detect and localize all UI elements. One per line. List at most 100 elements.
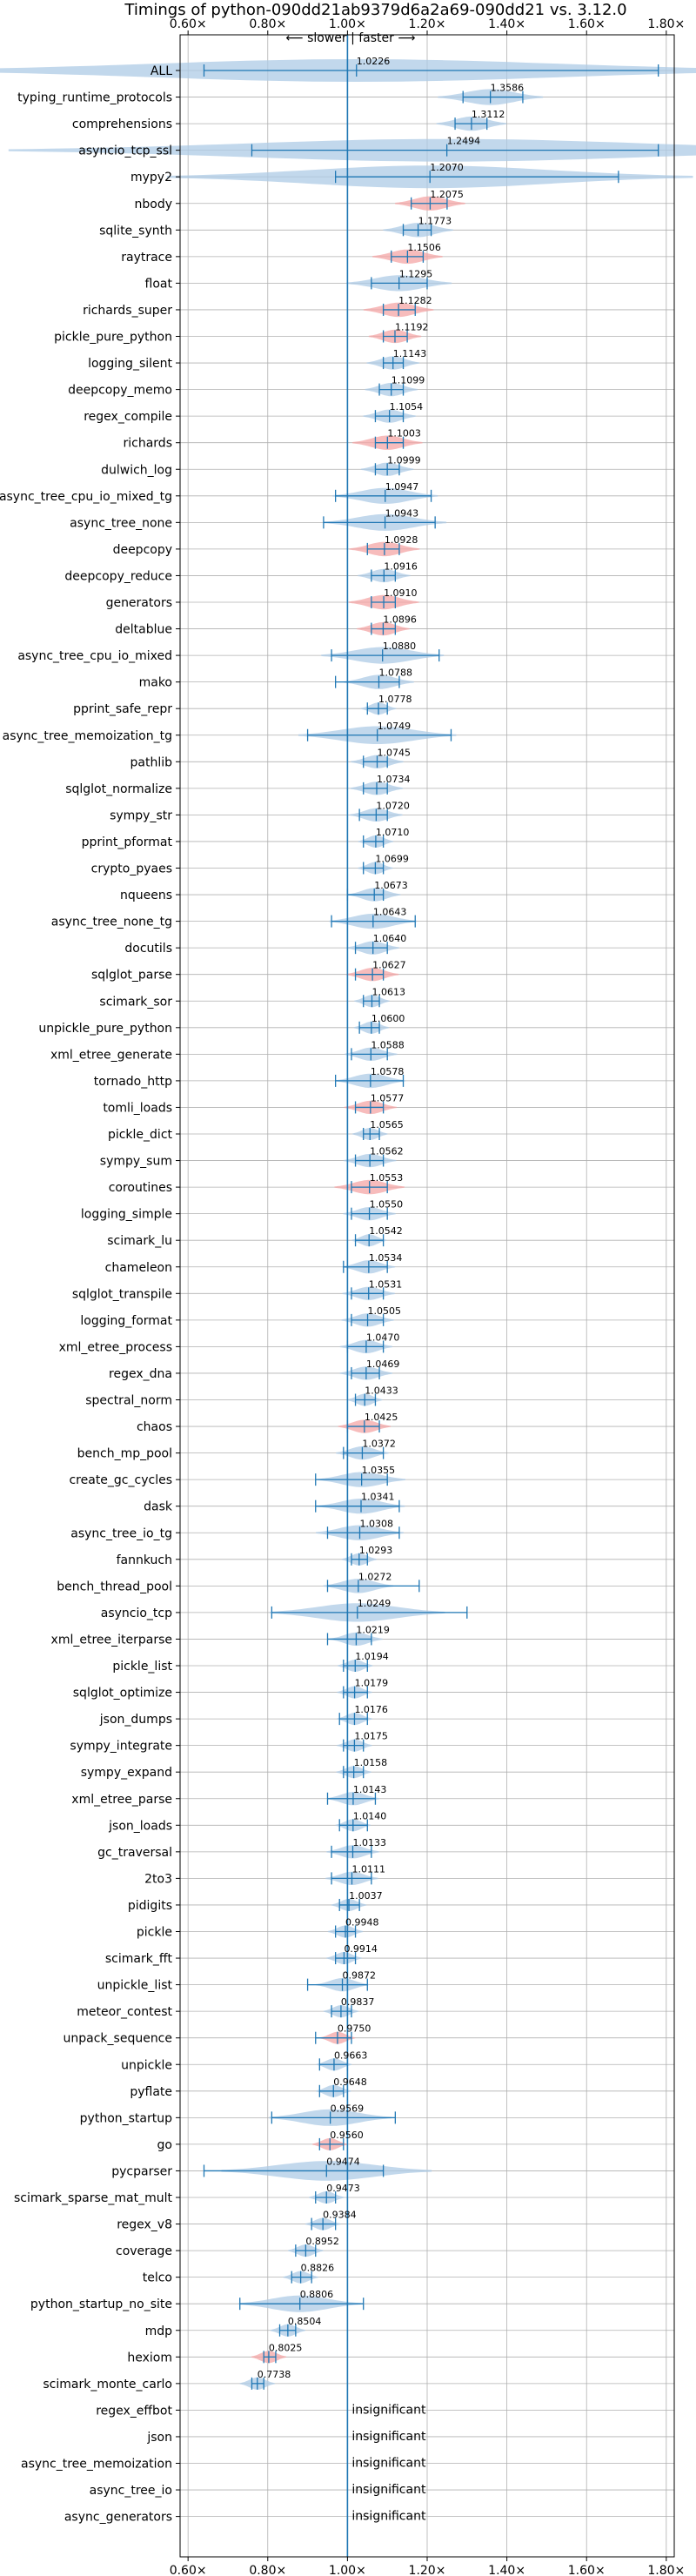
category-label-pidigits: pidigits xyxy=(128,1899,172,1913)
value-label-richards: 1.1003 xyxy=(387,428,421,439)
value-label-typing_runtime_protocols: 1.3586 xyxy=(491,83,525,94)
value-label-unpack_sequence: 0.9750 xyxy=(338,2023,371,2035)
category-label-2to3: 2to3 xyxy=(144,1872,172,1886)
value-label-pidigits: 1.0037 xyxy=(349,1890,383,1902)
value-label-sqlglot_normalize: 1.0734 xyxy=(377,774,411,785)
value-label-asyncio_tcp: 1.0249 xyxy=(358,1598,392,1609)
value-label-deepcopy_reduce: 1.0916 xyxy=(384,560,418,572)
value-label-hexiom: 0.8025 xyxy=(269,2342,303,2353)
category-label-regex_dna: regex_dna xyxy=(109,1367,172,1381)
value-label-telco: 0.8826 xyxy=(301,2263,335,2274)
category-label-dask: dask xyxy=(144,1500,173,1514)
category-label-richards_super: richards_super xyxy=(83,304,172,318)
value-label-bench_thread_pool: 1.0272 xyxy=(358,1571,392,1582)
category-label-pprint_pformat: pprint_pformat xyxy=(82,835,173,849)
value-label-tomli_loads: 1.0577 xyxy=(371,1092,405,1104)
x-tick-label-bottom: 1.60× xyxy=(568,2564,606,2576)
value-label-json_loads: 1.0140 xyxy=(353,1810,387,1821)
category-label-pickle: pickle xyxy=(137,1926,172,1940)
category-label-async_tree_io: async_tree_io xyxy=(90,2484,172,2498)
x-tick-label-top: 1.00× xyxy=(329,17,366,31)
value-label-async_tree_none_tg: 1.0643 xyxy=(373,907,407,918)
value-label-json_dumps: 1.0176 xyxy=(354,1704,388,1715)
category-label-xml_etree_generate: xml_etree_generate xyxy=(50,1048,172,1062)
value-label-pprint_safe_repr: 1.0778 xyxy=(378,694,412,705)
category-label-richards: richards xyxy=(124,437,173,451)
category-label-telco: telco xyxy=(143,2271,172,2285)
category-label-pycparser: pycparser xyxy=(111,2164,172,2178)
direction-label: ⟵ slower | faster ⟶ xyxy=(286,31,416,45)
value-label-meteor_contest: 0.9837 xyxy=(341,1996,375,2008)
value-label-sqlglot_transpile: 1.0531 xyxy=(369,1278,403,1290)
category-label-json_loads: json_loads xyxy=(108,1819,172,1833)
value-label-spectral_norm: 1.0433 xyxy=(365,1385,398,1397)
value-label-scimark_sparse_mat_mult: 0.9473 xyxy=(326,2183,360,2194)
category-label-hexiom: hexiom xyxy=(127,2351,172,2365)
value-label-chameleon: 1.0534 xyxy=(369,1252,403,1264)
category-label-scimark_sparse_mat_mult: scimark_sparse_mat_mult xyxy=(14,2191,172,2205)
category-label-scimark_fft: scimark_fft xyxy=(105,1952,173,1966)
category-label-crypto_pyaes: crypto_pyaes xyxy=(91,862,172,876)
insignificant-label: insignificant xyxy=(351,2403,426,2417)
category-label-unpack_sequence: unpack_sequence xyxy=(64,2032,172,2046)
category-label-coverage: coverage xyxy=(116,2244,172,2258)
category-label-tomli_loads: tomli_loads xyxy=(103,1101,172,1115)
category-label-deepcopy: deepcopy xyxy=(113,543,172,557)
category-label-async_tree_none_tg: async_tree_none_tg xyxy=(51,916,172,929)
category-label-pickle_dict: pickle_dict xyxy=(108,1128,173,1142)
value-label-pathlib: 1.0745 xyxy=(378,747,412,758)
value-label-mypy2: 1.2070 xyxy=(430,162,463,173)
category-label-meteor_contest: meteor_contest xyxy=(77,2005,172,2019)
category-label-pprint_safe_repr: pprint_safe_repr xyxy=(73,702,172,716)
value-label-mako: 1.0788 xyxy=(378,667,412,679)
x-tick-label-top: 0.60× xyxy=(170,17,207,31)
value-label-python_startup: 0.9569 xyxy=(331,2103,365,2114)
category-label-python_startup: python_startup xyxy=(80,2111,172,2125)
x-tick-label-bottom: 1.20× xyxy=(409,2564,446,2576)
category-label-unpickle: unpickle xyxy=(121,2058,172,2072)
insignificant-label: insignificant xyxy=(351,2510,426,2524)
plot-frame xyxy=(179,34,675,2558)
category-label-mdp: mdp xyxy=(145,2324,173,2338)
value-label-bench_mp_pool: 1.0372 xyxy=(362,1439,396,1450)
category-label-sympy_str: sympy_str xyxy=(110,808,172,822)
value-label-mdp: 0.8504 xyxy=(288,2316,322,2327)
category-label-scimark_sor: scimark_sor xyxy=(99,995,172,1009)
category-label-nqueens: nqueens xyxy=(120,889,172,902)
value-label-nqueens: 1.0673 xyxy=(374,880,408,891)
value-label-regex_dna: 1.0469 xyxy=(366,1358,400,1370)
x-tick-label-top: 1.60× xyxy=(568,17,606,31)
category-label-mako: mako xyxy=(139,676,172,690)
category-label-logging_format: logging_format xyxy=(80,1314,172,1328)
value-label-unpickle_pure_python: 1.0600 xyxy=(371,1013,405,1024)
category-label-python_startup_no_site: python_startup_no_site xyxy=(30,2298,172,2311)
value-label-async_tree_cpu_io_mixed_tg: 1.0947 xyxy=(385,481,419,493)
category-label-float: float xyxy=(145,277,173,291)
value-label-deepcopy_memo: 1.1099 xyxy=(392,375,425,386)
category-label-pathlib: pathlib xyxy=(130,755,173,769)
category-label-gc_traversal: gc_traversal xyxy=(97,1846,172,1860)
category-label-typing_runtime_protocols: typing_runtime_protocols xyxy=(17,91,172,105)
category-label-create_gc_cycles: create_gc_cycles xyxy=(69,1473,172,1487)
value-label-sympy_integrate: 1.0175 xyxy=(354,1731,388,1742)
category-label-pickle_list: pickle_list xyxy=(112,1660,172,1674)
value-label-pickle_pure_python: 1.1192 xyxy=(395,322,429,333)
value-label-logging_simple: 1.0550 xyxy=(370,1199,404,1211)
value-label-xml_etree_generate: 1.0588 xyxy=(371,1039,405,1050)
category-label-sqlglot_parse: sqlglot_parse xyxy=(91,969,172,983)
category-label-mypy2: mypy2 xyxy=(130,171,172,184)
value-label-async_tree_none: 1.0943 xyxy=(385,507,419,519)
category-label-deepcopy_reduce: deepcopy_reduce xyxy=(64,569,172,583)
value-label-dask: 1.0341 xyxy=(361,1492,395,1503)
category-label-deepcopy_memo: deepcopy_memo xyxy=(68,384,172,398)
category-label-async_tree_memoization: async_tree_memoization xyxy=(21,2458,172,2472)
category-label-xml_etree_parse: xml_etree_parse xyxy=(71,1793,172,1807)
category-label-bench_thread_pool: bench_thread_pool xyxy=(57,1580,172,1593)
value-label-unpickle_list: 0.9872 xyxy=(343,1970,377,1982)
value-label-sqlglot_parse: 1.0627 xyxy=(372,960,406,971)
value-label-python_startup_no_site: 0.8806 xyxy=(300,2289,334,2300)
category-label-unpickle_list: unpickle_list xyxy=(97,1979,173,1993)
value-label-pprint_pformat: 1.0710 xyxy=(376,827,410,838)
value-label-nbody: 1.2075 xyxy=(430,189,464,200)
label-layer: 1.0226 1.3586 1.3112 1.2494 1.2070 1.2075 1.17… xyxy=(258,56,524,2524)
